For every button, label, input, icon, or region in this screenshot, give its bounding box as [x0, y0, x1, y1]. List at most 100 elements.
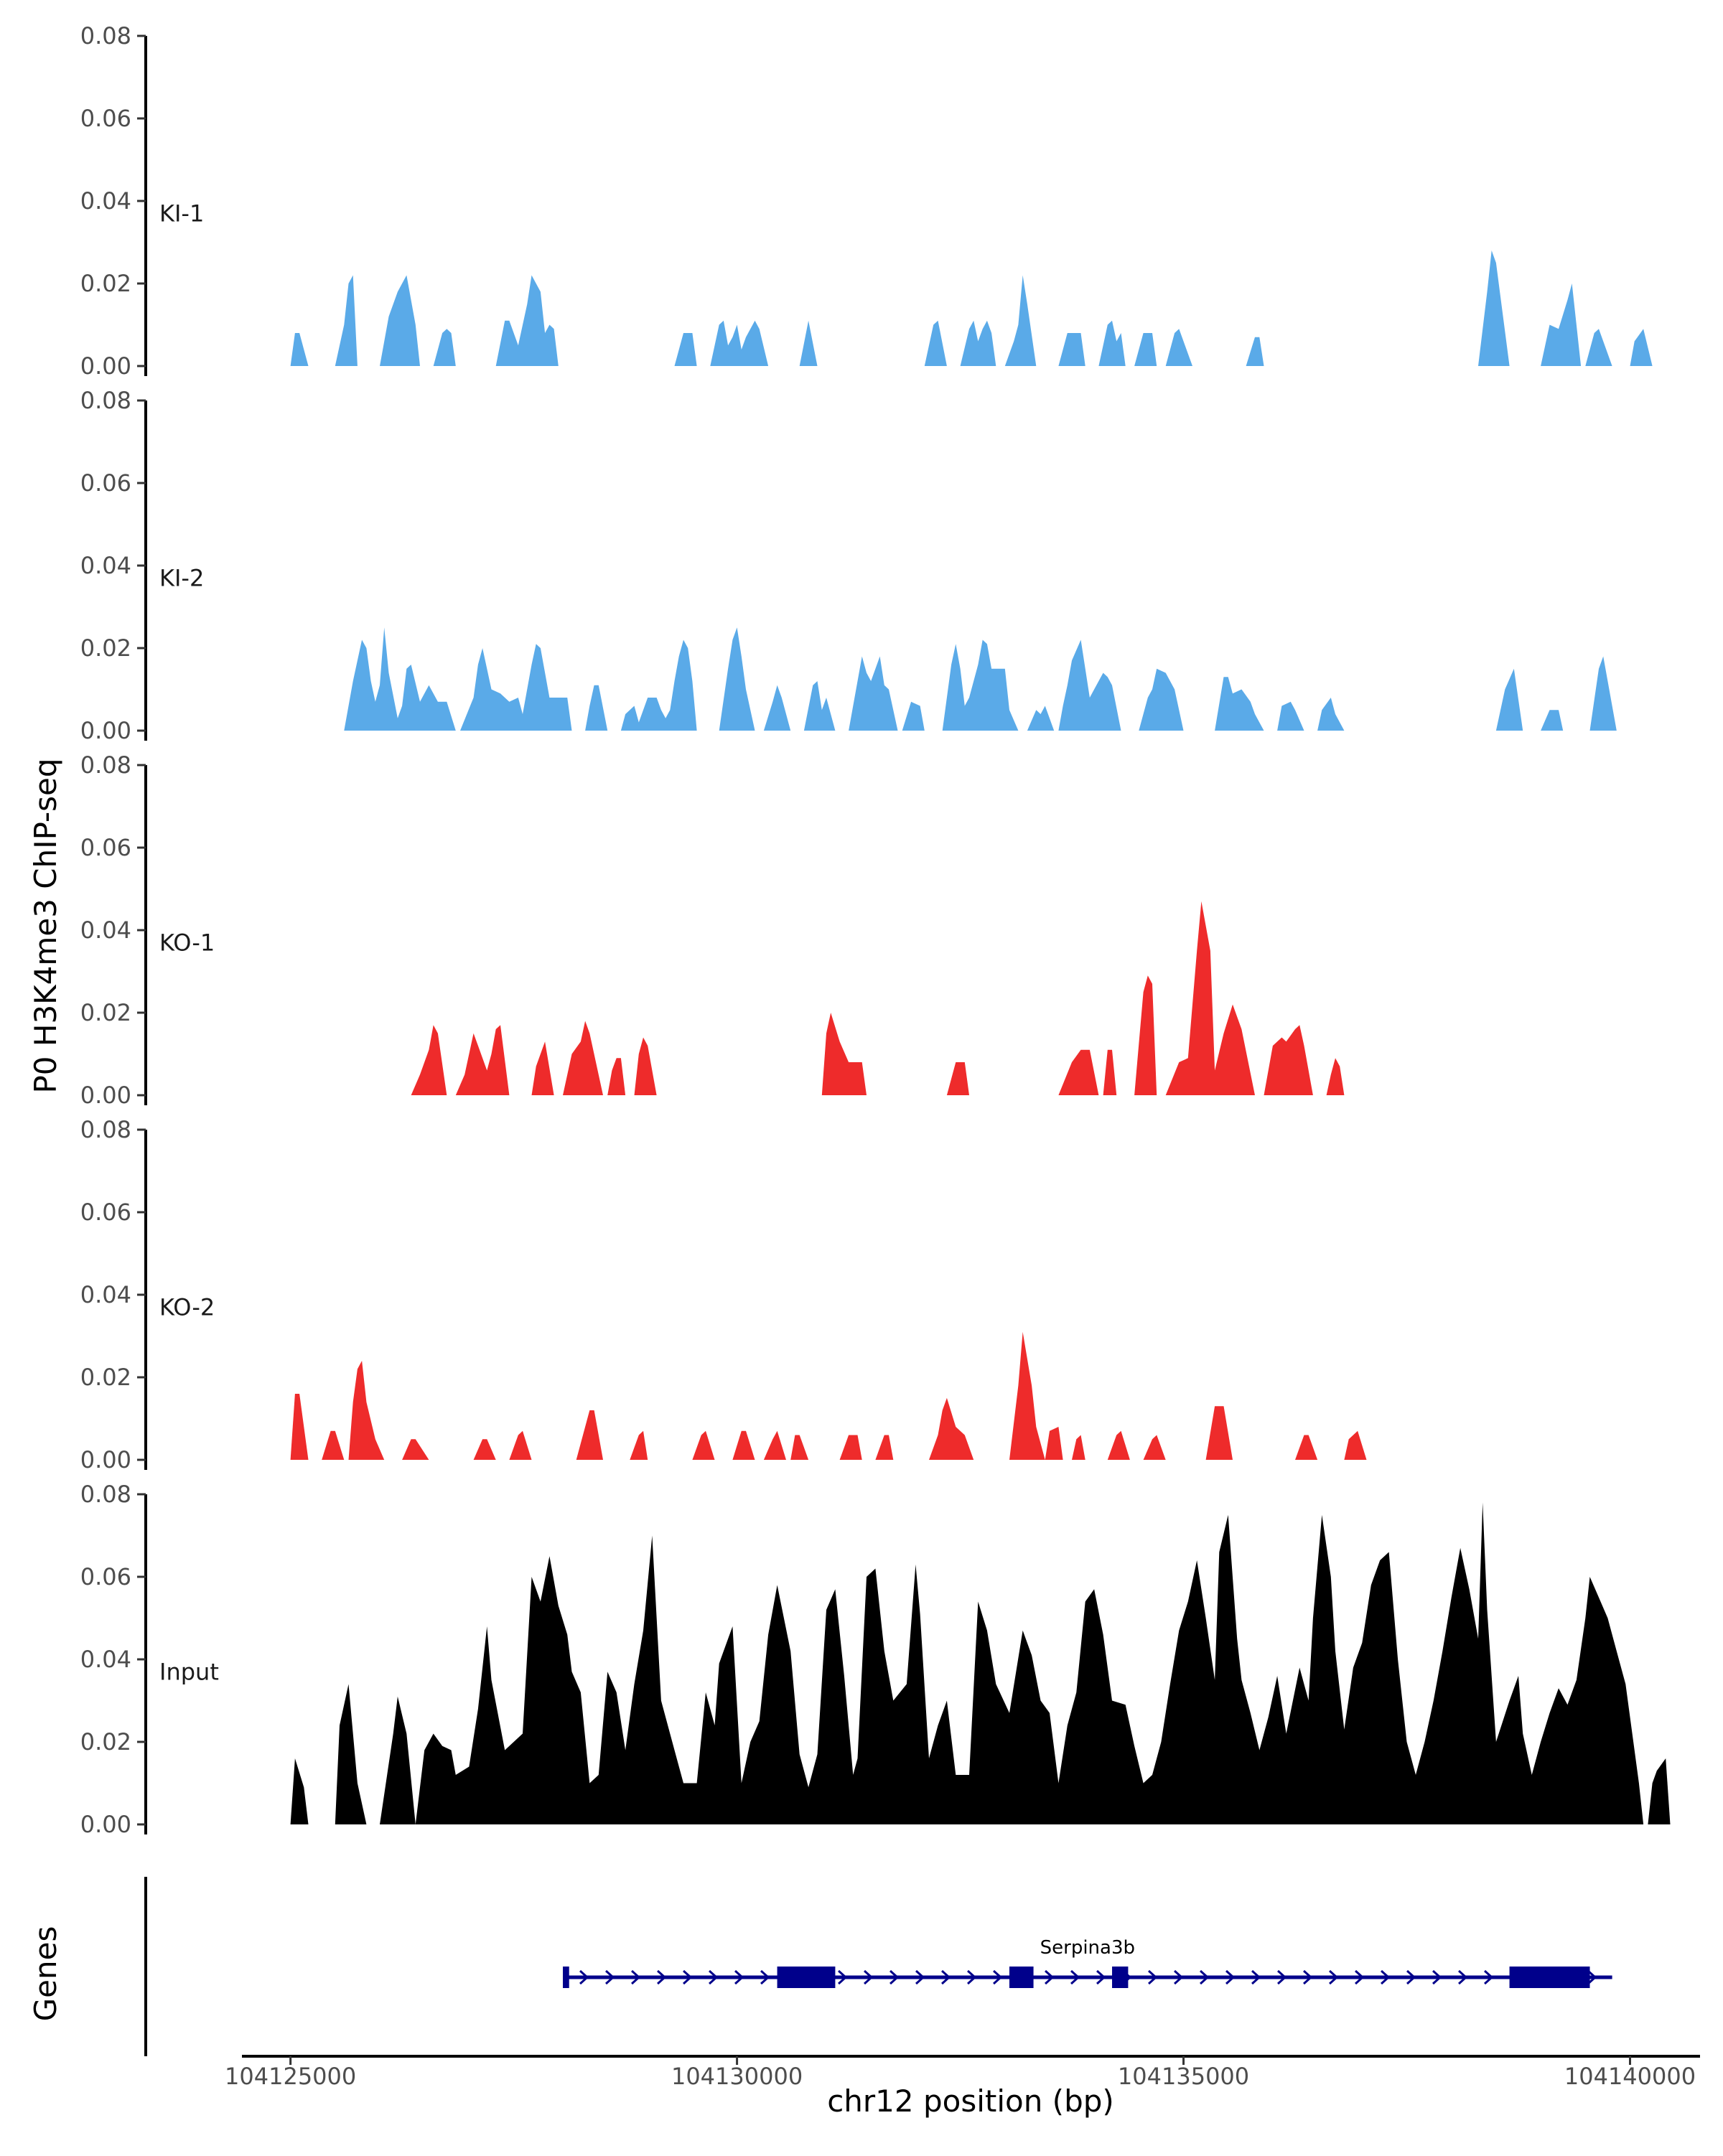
signal-peak: [1205, 1406, 1233, 1460]
signal-peak: [1165, 901, 1255, 1095]
y-tick-label: 0.00: [80, 1082, 131, 1109]
y-tick-label: 0.06: [80, 1199, 131, 1226]
signal-peak: [924, 320, 947, 366]
signal-peak: [1072, 1435, 1085, 1460]
signal-peak: [1139, 668, 1184, 731]
strand-chevron: [1251, 1969, 1261, 1985]
strand-chevron: [1070, 1969, 1080, 1985]
signal-peak: [290, 1758, 309, 1824]
signal-peak: [411, 1025, 447, 1095]
signal-peak: [1058, 1049, 1099, 1095]
signal-peak: [344, 627, 456, 731]
y-tick-label: 0.08: [80, 387, 131, 414]
signal-peak: [732, 1430, 755, 1460]
signal-peak: [1585, 329, 1612, 366]
y-tick-label: 0.08: [80, 751, 131, 779]
strand-chevron: [889, 1969, 900, 1985]
track-ki-2: 0.00 0.02 0.04 0.06 0.08 KI-2: [80, 387, 1617, 744]
signal-peak: [1027, 706, 1055, 731]
signal-peak: [607, 1058, 626, 1095]
strand-chevron: [1381, 1969, 1391, 1985]
y-tick-label: 0.00: [80, 1811, 131, 1838]
strand-chevron: [1225, 1969, 1236, 1985]
y-tick-label: 0.00: [80, 1446, 131, 1473]
strand-chevron: [709, 1969, 719, 1985]
strand-chevron: [734, 1969, 744, 1985]
y-tick-label: 0.02: [80, 999, 131, 1026]
track-ko-1: 0.00 0.02 0.04 0.06 0.08 KO-1: [80, 751, 1345, 1109]
strand-chevron: [1096, 1969, 1106, 1985]
signal-peak: [1107, 1430, 1130, 1460]
signal-peak: [1344, 1430, 1367, 1460]
signal-peak: [799, 320, 818, 366]
y-tick-label: 0.08: [80, 1481, 131, 1508]
signal-peak: [1648, 1758, 1671, 1824]
signal-peak: [1058, 333, 1085, 366]
track-ko-2: 0.00 0.02 0.04 0.06 0.08 KO-2: [80, 1116, 1367, 1473]
gene-exon: [1509, 1967, 1590, 1988]
signal-peak: [902, 701, 925, 731]
strand-chevron: [631, 1969, 641, 1985]
strand-chevron: [1587, 1969, 1597, 1985]
x-tick-label: 104130000: [671, 2063, 803, 2090]
signal-peak: [1589, 656, 1617, 731]
signal-peak: [1134, 975, 1157, 1095]
signal-peak: [1317, 698, 1345, 731]
signal-peak: [875, 1435, 894, 1460]
signal-peak: [1134, 333, 1157, 366]
signal-peak: [1004, 275, 1037, 366]
signal-peak: [1045, 1427, 1063, 1460]
y-tick-label: 0.04: [80, 1646, 131, 1673]
track-input: 0.00 0.02 0.04 0.06 0.08 Input: [80, 1481, 1671, 1838]
signal-peak: [531, 1041, 554, 1095]
signal-peak: [402, 1439, 429, 1460]
y-tick-label: 0.06: [80, 469, 131, 497]
signal-peak: [348, 1361, 385, 1460]
y-tick-label: 0.06: [80, 1563, 131, 1590]
signal-peak: [290, 333, 309, 366]
signal-peak: [803, 681, 836, 731]
signal-peak: [576, 1410, 603, 1460]
y-tick-label: 0.04: [80, 1281, 131, 1308]
signal-peak: [290, 1394, 309, 1460]
strand-chevron: [1458, 1969, 1468, 1985]
y-tick-label: 0.02: [80, 1364, 131, 1391]
strand-chevron: [1277, 1969, 1287, 1985]
signal-peak: [460, 644, 572, 731]
x-axis: 104125000 104130000 104135000 104140000: [225, 2055, 1700, 2090]
signal-peak: [1277, 701, 1304, 731]
signal-peak: [1295, 1435, 1318, 1460]
signal-peak: [1541, 710, 1564, 731]
y-tick-label: 0.08: [80, 1116, 131, 1143]
signal-peak: [1541, 283, 1582, 366]
strand-chevron: [1406, 1969, 1416, 1985]
y-tick-label: 0.08: [80, 22, 131, 50]
strand-chevron: [864, 1969, 874, 1985]
track-label: KI-2: [159, 564, 204, 591]
x-tick-label: 104125000: [225, 2063, 356, 2090]
signal-peak: [1495, 668, 1523, 731]
strand-chevron: [1432, 1969, 1442, 1985]
y-tick-label: 0.00: [80, 717, 131, 744]
strand-chevron: [760, 1969, 770, 1985]
gene-exon: [563, 1967, 569, 1988]
signal-peak: [335, 1684, 367, 1824]
signal-peak: [692, 1430, 715, 1460]
signal-peak: [380, 275, 420, 366]
signal-peak: [719, 627, 755, 731]
strand-chevron: [1484, 1969, 1494, 1985]
strand-chevron: [605, 1969, 615, 1985]
gene-track-title: Genes: [28, 1926, 63, 2022]
signal-peak: [839, 1435, 862, 1460]
signal-peak: [473, 1439, 496, 1460]
signal-peak: [821, 1013, 867, 1095]
strand-chevron: [683, 1969, 693, 1985]
track-label: Input: [159, 1658, 219, 1685]
track-label: KO-1: [159, 929, 215, 956]
strand-chevron: [1045, 1969, 1055, 1985]
strand-chevron: [1303, 1969, 1313, 1985]
signal-peak: [620, 639, 697, 731]
signal-peak: [763, 685, 791, 731]
signal-peak: [790, 1435, 809, 1460]
